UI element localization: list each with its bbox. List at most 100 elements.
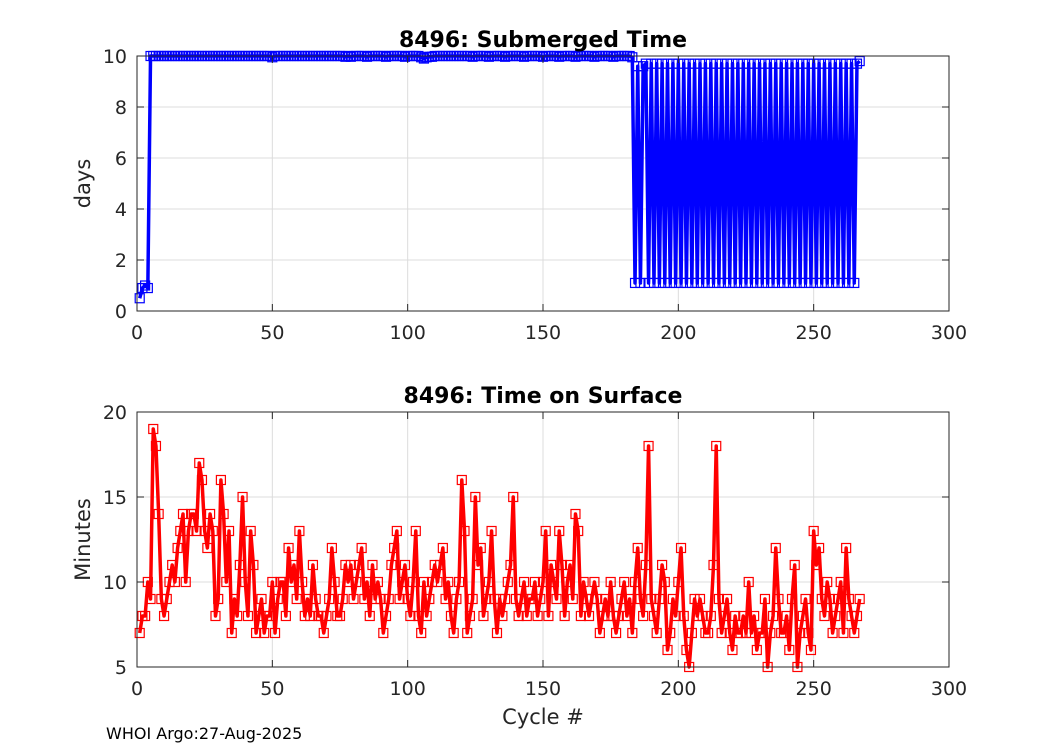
surface-point-141 xyxy=(513,610,524,622)
surface-point-135 xyxy=(497,610,508,622)
submerged-point-106 xyxy=(418,53,430,64)
surface-point-264 xyxy=(846,610,857,622)
submerged-ytick-label-10: 10 xyxy=(103,46,127,68)
surface-point-154 xyxy=(548,576,559,588)
surface-point-142 xyxy=(516,593,527,605)
surface-point-87 xyxy=(367,559,378,571)
submerged-point-247 xyxy=(800,277,811,289)
submerged-point-156 xyxy=(554,51,565,62)
surface-point-187 xyxy=(638,610,649,622)
surface-point-21 xyxy=(188,508,199,520)
surface-point-71 xyxy=(324,593,335,605)
submerged-xtick-label-150: 150 xyxy=(525,322,561,344)
surface-point-68 xyxy=(315,610,327,622)
surface-point-146 xyxy=(527,593,538,605)
surface-point-133 xyxy=(491,627,503,639)
surface-point-255 xyxy=(822,576,833,588)
surface-point-182 xyxy=(624,593,635,605)
surface-xtick-label-0: 0 xyxy=(131,678,143,700)
surface-point-151 xyxy=(540,525,551,537)
submerged-point-192 xyxy=(651,58,662,69)
surface-point-139 xyxy=(508,491,519,503)
surface-point-211 xyxy=(703,627,714,639)
surface-point-81 xyxy=(351,576,362,588)
surface-point-83 xyxy=(356,542,367,554)
surface-x-axis-label: Cycle # xyxy=(502,705,584,729)
submerged-point-257 xyxy=(827,277,838,289)
surface-point-235 xyxy=(767,610,779,622)
submerged-point-261 xyxy=(838,277,849,289)
submerged-ytick-label-4: 4 xyxy=(115,199,127,221)
submerged-point-204 xyxy=(684,58,695,69)
surface-point-150 xyxy=(537,576,549,588)
submerged-xtick-label-250: 250 xyxy=(796,322,832,344)
submerged-xtick-label-0: 0 xyxy=(131,322,143,344)
submerged-point-243 xyxy=(789,277,800,289)
submerged-point-109 xyxy=(426,51,438,62)
surface-point-114 xyxy=(440,593,451,605)
surface-point-191 xyxy=(648,610,660,622)
surface-point-36 xyxy=(229,593,240,605)
surface-point-174 xyxy=(602,610,614,622)
submerged-ytick-label-0: 0 xyxy=(115,301,127,323)
surface-point-112 xyxy=(435,559,446,571)
submerged-point-77 xyxy=(340,51,351,62)
surface-point-44 xyxy=(250,627,262,639)
surface-point-167 xyxy=(583,610,595,622)
surface-point-59 xyxy=(291,593,302,605)
surface-point-201 xyxy=(675,542,687,554)
surface-point-111 xyxy=(432,576,443,588)
surface-point-26 xyxy=(202,542,213,554)
submerged-point-258 xyxy=(830,58,841,69)
submerged-point-136 xyxy=(500,51,511,62)
submerged-point-232 xyxy=(759,58,771,69)
surface-point-40 xyxy=(240,576,251,588)
surface-point-205 xyxy=(686,627,697,639)
submerged-point-249 xyxy=(805,277,817,289)
surface-point-96 xyxy=(391,525,402,537)
surface-point-27 xyxy=(204,508,216,520)
surface-point-251 xyxy=(811,559,822,571)
surface-point-115 xyxy=(443,576,454,588)
surface-point-93 xyxy=(383,593,394,605)
submerged-point-197 xyxy=(665,277,676,289)
surface-point-61 xyxy=(297,576,308,588)
surface-point-229 xyxy=(751,644,762,656)
surface-point-57 xyxy=(286,576,297,588)
submerged-point-265 xyxy=(849,277,860,289)
submerged-point-213 xyxy=(708,277,719,289)
surface-point-147 xyxy=(529,576,540,588)
surface-point-236 xyxy=(770,542,781,554)
surface-point-118 xyxy=(451,593,462,605)
surface-point-246 xyxy=(797,610,808,622)
surface-point-46 xyxy=(256,593,267,605)
surface-point-88 xyxy=(370,593,381,605)
submerged-point-218 xyxy=(721,58,733,69)
surface-point-6 xyxy=(148,423,159,435)
surface-point-98 xyxy=(397,576,408,588)
surface-point-250 xyxy=(808,525,819,537)
submerged-xtick-label-50: 50 xyxy=(260,322,284,344)
surface-point-252 xyxy=(813,542,825,554)
surface-point-109 xyxy=(426,576,438,588)
surface-point-78 xyxy=(343,576,354,588)
submerged-point-184 xyxy=(629,277,641,289)
submerged-point-143 xyxy=(518,51,530,62)
submerged-point-185 xyxy=(632,61,643,72)
surface-point-177 xyxy=(610,627,622,639)
submerged-point-266 xyxy=(851,58,863,69)
surface-point-259 xyxy=(832,593,844,605)
submerged-point-223 xyxy=(735,277,746,289)
surface-point-52 xyxy=(272,593,283,605)
surface-point-12 xyxy=(164,576,175,588)
surface-xtick-label-150: 150 xyxy=(525,678,561,700)
submerged-point-256 xyxy=(824,58,836,69)
submerged-point-188 xyxy=(640,58,651,69)
submerged-point-198 xyxy=(667,58,679,69)
surface-point-107 xyxy=(421,610,432,622)
surface-point-97 xyxy=(394,593,405,605)
surface-point-34 xyxy=(223,525,235,537)
surface-point-226 xyxy=(743,576,754,588)
surface-point-200 xyxy=(673,576,684,588)
